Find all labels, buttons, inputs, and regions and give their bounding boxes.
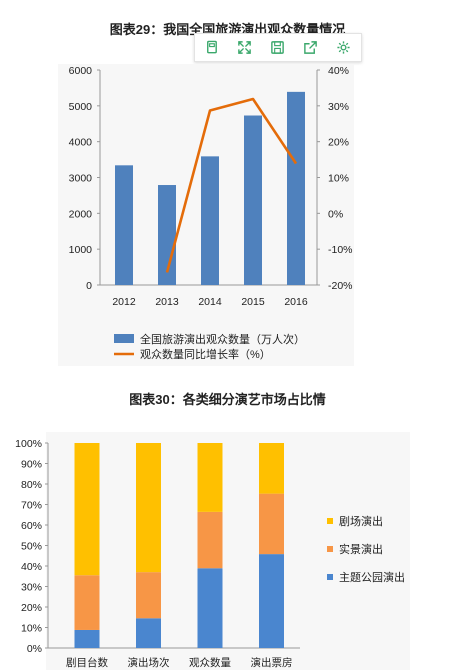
bar: [201, 156, 219, 285]
y-tick-label: 100%: [15, 438, 42, 450]
chart-1: 0 1000 2000 3000 4000 5000 6000 -20% -10% 0% 10% 20…: [69, 65, 353, 361]
y-tick-label: 4000: [69, 137, 93, 149]
legend-label: 实景演出: [339, 542, 383, 556]
x-tick-label: 2016: [284, 296, 308, 308]
settings-icon: [337, 41, 350, 54]
copy-icon: [207, 40, 217, 54]
growth-line: [165, 97, 298, 273]
bar-segment: [136, 618, 161, 648]
copy-button[interactable]: [195, 34, 228, 61]
x-tick-label: 2012: [112, 296, 136, 308]
y-tick-label: 20%: [21, 602, 42, 614]
bar-segment: [74, 575, 100, 630]
y-tick-label: 2000: [69, 208, 93, 220]
expand-icon: [238, 41, 251, 54]
bar-segment: [136, 572, 161, 619]
bar-segment: [74, 629, 100, 648]
y2-tick-label: 10%: [328, 173, 349, 185]
y-tick-label: 6000: [69, 65, 93, 77]
y-tick-label: 50%: [21, 541, 42, 553]
legend-label: 观众数量同比增长率（%）: [140, 347, 271, 361]
bar-segment: [197, 568, 223, 648]
y-tick-label: 90%: [21, 459, 42, 471]
bar-segment: [197, 511, 223, 569]
legend-swatch-bar: [114, 334, 134, 343]
x-tick-label: 2015: [241, 296, 265, 308]
save-button[interactable]: [261, 34, 294, 61]
expand-button[interactable]: [228, 34, 261, 61]
bar-segment: [136, 443, 161, 573]
bar-segment: [74, 443, 100, 576]
bar: [244, 115, 262, 285]
legend-swatch: [327, 546, 333, 552]
y-tick-label: 0: [86, 280, 92, 292]
x-tick-label: 演出场次: [128, 656, 170, 669]
bar-segment: [259, 493, 284, 555]
bar: [287, 91, 305, 285]
chart2-plot-background: [46, 432, 410, 670]
y2-tick-label: 20%: [328, 137, 349, 149]
y-tick-label: 10%: [21, 623, 42, 635]
share-button[interactable]: [294, 34, 327, 61]
x-tick-label: 2013: [155, 296, 179, 308]
share-icon: [304, 41, 317, 54]
x-tick-label: 观众数量: [189, 656, 231, 669]
bar-segment: [259, 443, 284, 494]
x-tick-label: 演出票房: [251, 656, 293, 669]
y2-tick-label: 40%: [328, 65, 349, 77]
bar-segment: [259, 554, 284, 648]
y2-tick-label: -20%: [328, 280, 353, 292]
chart-title-2: 图表30：各类细分演艺市场占比情: [129, 392, 326, 407]
y2-tick-label: -10%: [328, 244, 353, 256]
y-tick-label: 30%: [21, 582, 42, 594]
y-tick-label: 3000: [69, 173, 93, 185]
legend-label: 全国旅游演出观众数量（万人次）: [140, 332, 305, 346]
y-tick-label: 1000: [69, 244, 93, 256]
legend-label: 主题公园演出: [339, 570, 405, 584]
bar-segment: [197, 443, 223, 512]
legend-swatch: [327, 518, 333, 524]
legend-swatch: [327, 574, 333, 580]
x-tick-label: 剧目台数: [66, 656, 108, 669]
y-tick-label: 0%: [27, 643, 42, 655]
image-toolbar: [194, 33, 362, 62]
y-tick-label: 40%: [21, 561, 42, 573]
legend-label: 剧场演出: [339, 514, 383, 528]
settings-button[interactable]: [327, 34, 360, 61]
y2-tick-label: 0%: [328, 208, 343, 220]
bar: [115, 165, 133, 285]
y-tick-label: 60%: [21, 520, 42, 532]
y-tick-label: 70%: [21, 500, 42, 512]
y-tick-label: 5000: [69, 101, 93, 113]
save-icon: [271, 41, 284, 54]
y2-tick-label: 30%: [328, 101, 349, 113]
y-tick-label: 80%: [21, 479, 42, 491]
x-tick-label: 2014: [198, 296, 222, 308]
